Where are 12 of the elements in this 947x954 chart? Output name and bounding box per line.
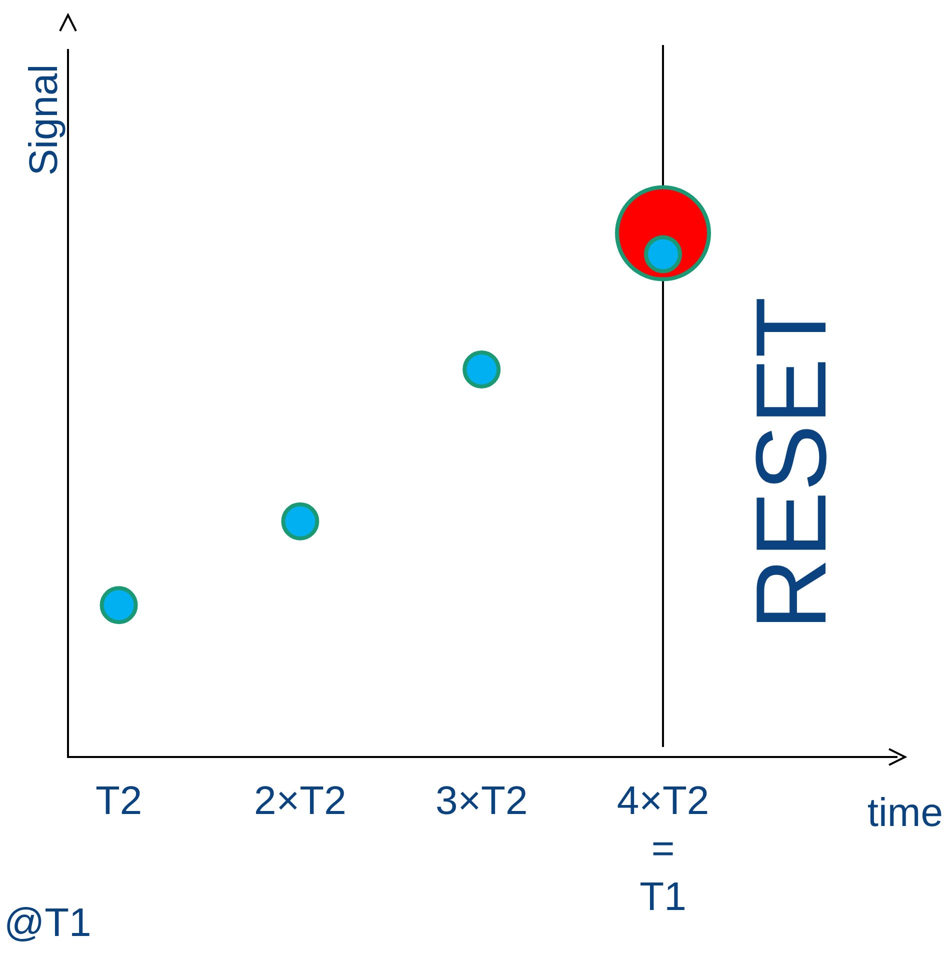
x-tick-label: 2×T2 bbox=[254, 779, 346, 824]
ref-line-label: RESET bbox=[736, 296, 848, 630]
y-axis-title: Signal bbox=[22, 64, 66, 176]
point bbox=[100, 586, 138, 624]
x-tick-label: 4×T2 = T1 bbox=[616, 779, 710, 920]
point bbox=[462, 350, 501, 388]
x-tick-label: 3×T2 bbox=[435, 779, 528, 824]
point bbox=[644, 235, 682, 274]
text: @T1 bbox=[4, 901, 92, 945]
x-tick-label: T2 bbox=[95, 779, 142, 824]
point bbox=[281, 502, 320, 540]
x-axis-title: time bbox=[867, 791, 943, 836]
